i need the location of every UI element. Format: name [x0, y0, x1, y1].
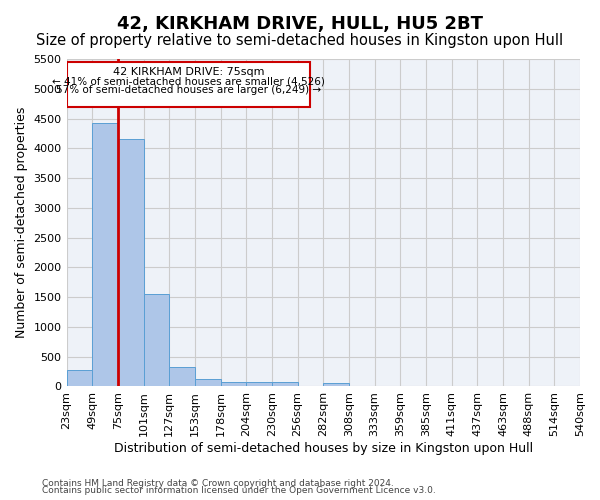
Y-axis label: Number of semi-detached properties: Number of semi-detached properties: [15, 107, 28, 338]
Text: Contains public sector information licensed under the Open Government Licence v3: Contains public sector information licen…: [42, 486, 436, 495]
Text: Size of property relative to semi-detached houses in Kingston upon Hull: Size of property relative to semi-detach…: [37, 32, 563, 48]
Bar: [272, 382, 298, 386]
FancyBboxPatch shape: [67, 62, 310, 106]
X-axis label: Distribution of semi-detached houses by size in Kingston upon Hull: Distribution of semi-detached houses by …: [114, 442, 533, 455]
Bar: [67, 370, 92, 386]
Bar: [118, 140, 143, 386]
Bar: [92, 122, 118, 386]
Text: 42 KIRKHAM DRIVE: 75sqm: 42 KIRKHAM DRIVE: 75sqm: [113, 66, 264, 76]
Bar: [169, 368, 195, 386]
Bar: [246, 382, 272, 386]
Bar: [221, 382, 246, 386]
Text: Contains HM Land Registry data © Crown copyright and database right 2024.: Contains HM Land Registry data © Crown c…: [42, 478, 394, 488]
Text: 42, KIRKHAM DRIVE, HULL, HU5 2BT: 42, KIRKHAM DRIVE, HULL, HU5 2BT: [117, 15, 483, 33]
Text: 57% of semi-detached houses are larger (6,249) →: 57% of semi-detached houses are larger (…: [56, 85, 321, 95]
Text: ← 41% of semi-detached houses are smaller (4,526): ← 41% of semi-detached houses are smalle…: [52, 76, 325, 86]
Bar: [195, 380, 221, 386]
Bar: [143, 294, 169, 386]
Bar: [323, 383, 349, 386]
